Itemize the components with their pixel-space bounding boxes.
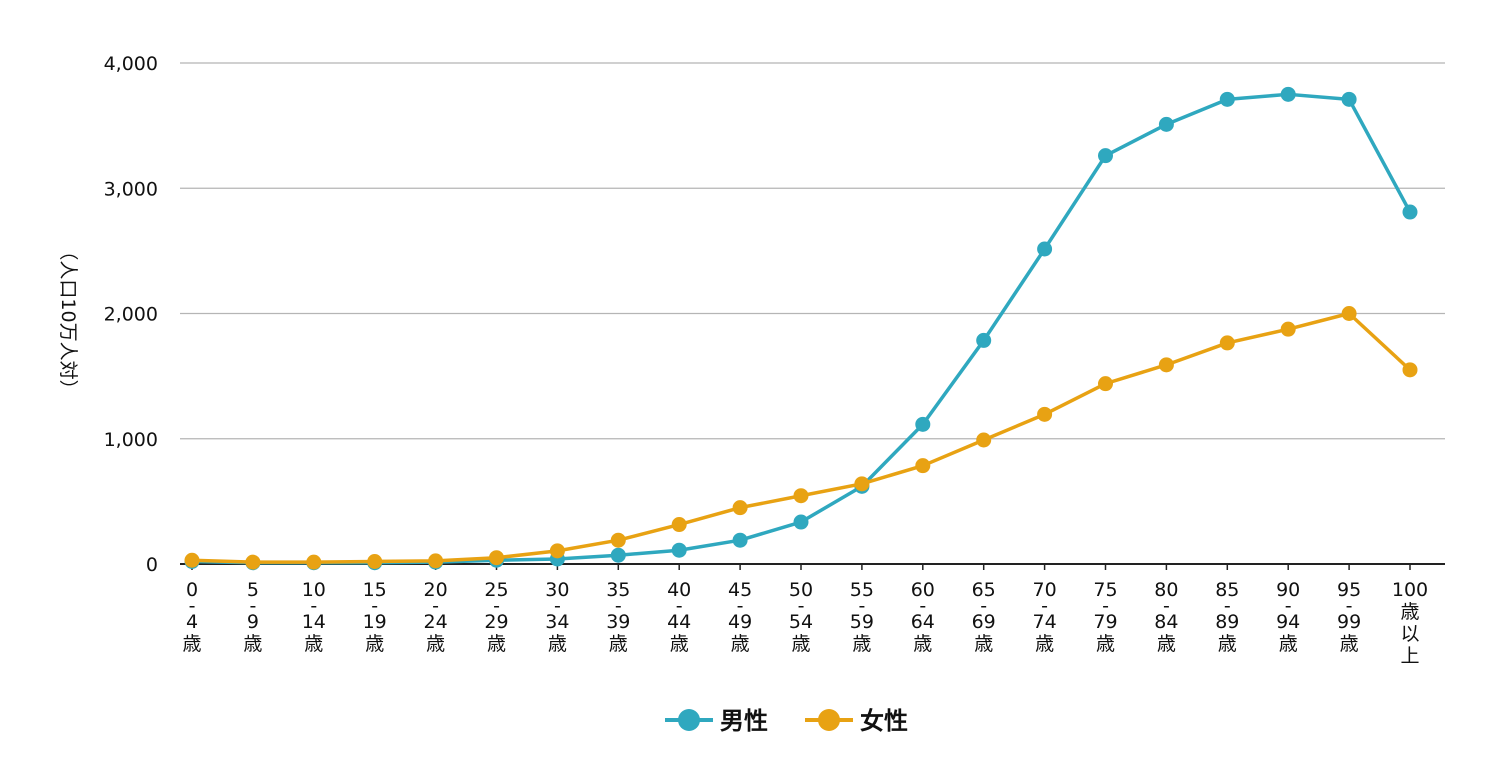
data-point — [610, 532, 626, 548]
x-tick-label: 20 -24 歳 — [424, 579, 448, 655]
x-tick-label: 35 -39 歳 — [606, 579, 630, 655]
y-tick-label: 3,000 — [104, 178, 158, 200]
y-axis-title: （人口10万人対） — [57, 241, 79, 398]
series-lines — [184, 86, 1418, 571]
x-tick-label: 0 -4 歳 — [182, 579, 201, 655]
data-point — [915, 416, 931, 432]
x-tick-label: 15 -19 歳 — [363, 579, 387, 655]
legend: 男性 女性 — [665, 707, 908, 735]
legend-marker — [678, 709, 700, 731]
data-point — [915, 458, 931, 474]
data-point — [671, 517, 687, 533]
x-tick-label: 55 -59 歳 — [850, 579, 874, 655]
data-point — [1280, 321, 1296, 337]
data-point — [732, 532, 748, 548]
x-tick-label: 95 -99 歳 — [1337, 579, 1361, 655]
legend-item: 女性 — [805, 707, 908, 735]
data-point — [1219, 335, 1235, 351]
x-axis: 0 -4 歳 5 -9 歳 10 -14 歳 15 -19 歳 20 -24 歳 25 -29 歳 30 -34 歳 35… — [182, 564, 1428, 667]
x-tick-label: 70 -74 歳 — [1033, 579, 1057, 655]
x-tick-label: 40 -44 歳 — [667, 579, 691, 655]
gridlines — [180, 62, 1445, 565]
data-point — [245, 554, 261, 570]
y-tick-label: 1,000 — [104, 429, 158, 451]
data-point — [1158, 116, 1174, 132]
x-tick-label: 85 -89 歳 — [1215, 579, 1239, 655]
legend-marker — [818, 709, 840, 731]
x-tick-label: 80 -84 歳 — [1154, 579, 1178, 655]
y-tick-label: 2,000 — [104, 304, 158, 326]
x-tick-label: 25 -29 歳 — [484, 579, 508, 655]
data-point — [1280, 86, 1296, 102]
x-tick-label: 50 -54 歳 — [789, 579, 813, 655]
y-axis-label: （人口10万人対） — [57, 241, 79, 398]
x-tick-label: 45 -49 歳 — [728, 579, 752, 655]
data-point — [184, 552, 200, 568]
series-2 — [184, 306, 1418, 570]
data-point — [428, 553, 444, 569]
x-tick-label: 100 歳以上 — [1392, 579, 1428, 667]
data-point — [1098, 376, 1113, 392]
legend-label: 女性 — [860, 707, 908, 735]
data-point — [1037, 406, 1053, 422]
x-tick-label: 75 -79 歳 — [1093, 579, 1117, 655]
data-point — [1158, 357, 1174, 373]
data-point — [1098, 148, 1113, 164]
data-point — [854, 476, 870, 492]
x-tick-label: 30 -34 歳 — [545, 579, 569, 655]
data-point — [1341, 306, 1357, 321]
data-point — [671, 542, 687, 558]
x-tick-label: 90 -94 歳 — [1276, 579, 1300, 655]
data-point — [1341, 91, 1357, 107]
data-point — [793, 488, 809, 504]
x-tick-label: 60 -64 歳 — [911, 579, 935, 655]
data-point — [306, 554, 322, 570]
data-point — [1219, 91, 1235, 107]
x-tick-label: 5 -9 歳 — [243, 579, 262, 655]
data-point — [610, 547, 626, 563]
data-point — [1402, 204, 1418, 220]
x-tick-label: 10 -14 歳 — [302, 579, 326, 655]
data-point — [732, 500, 748, 516]
y-tick-label: 0 — [146, 554, 158, 576]
data-point — [1402, 362, 1418, 378]
x-tick-label: 65 -69 歳 — [972, 579, 996, 655]
data-point — [549, 543, 565, 559]
data-point — [793, 514, 809, 530]
data-point — [489, 550, 504, 566]
legend-label: 男性 — [720, 707, 768, 735]
data-point — [1037, 241, 1053, 257]
legend-item: 男性 — [665, 707, 768, 735]
data-point — [976, 332, 992, 348]
data-point — [976, 432, 992, 448]
y-tick-label: 4,000 — [104, 53, 158, 75]
y-axis-ticks: 0 1,000 2,000 3,000 4,000 — [104, 53, 158, 576]
data-point — [367, 553, 383, 569]
